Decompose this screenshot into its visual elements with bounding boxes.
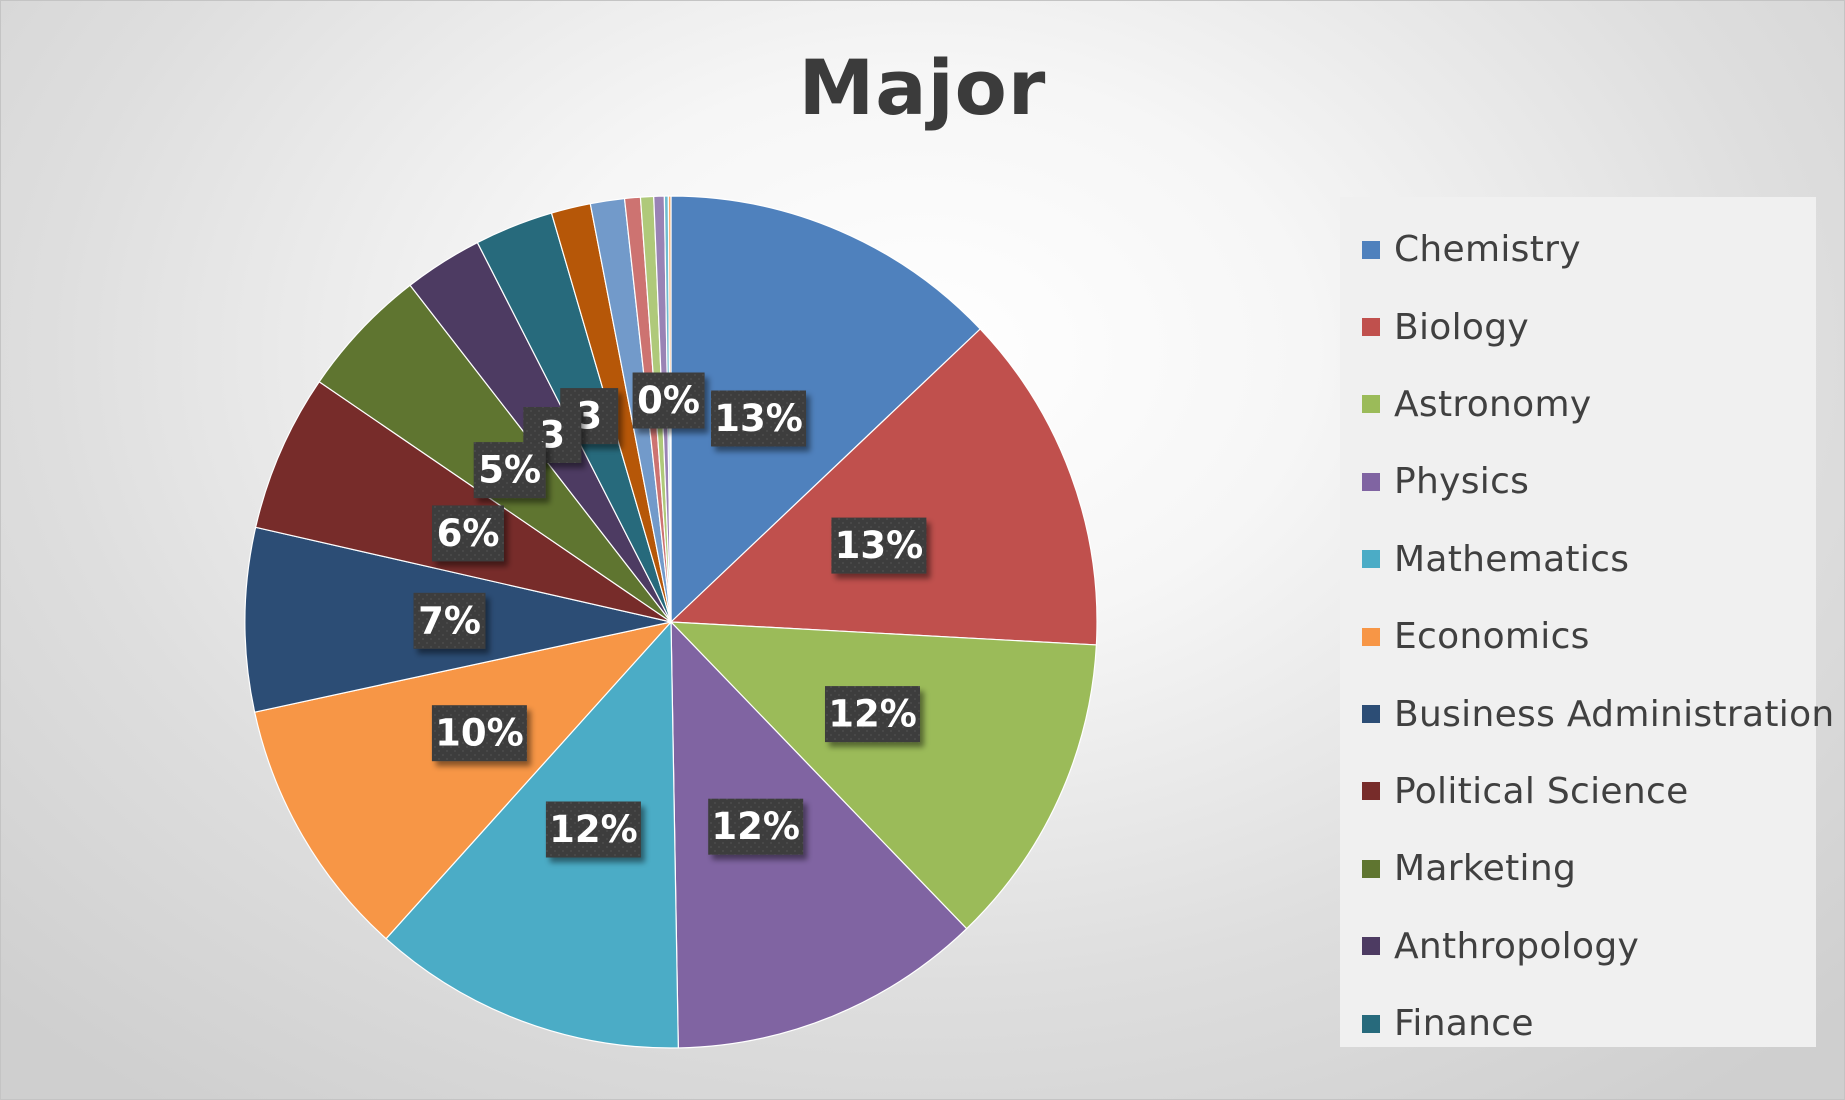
legend-item-economics: Economics [1340,598,1816,675]
data-label-astronomy: 12% [825,686,920,743]
data-label-marketing: 5% [473,442,546,499]
legend-label: Political Science [1394,770,1689,812]
legend-label: Physics [1394,461,1530,503]
legend-label: Biology [1394,306,1530,348]
legend: Chemistry Biology Astronomy Physics Mathemat… [1340,197,1834,1047]
legend-item-business-administration: Business Administration [1340,675,1834,752]
legend-label: Marketing [1394,848,1577,890]
chart-title: Major [798,43,1047,132]
legend-item-political-science: Political Science [1340,753,1816,830]
data-label-physics: 12% [708,798,804,855]
svg-text:7%: 7% [418,599,481,642]
legend-item-finance: Finance [1340,985,1816,1062]
pie-slice-chemistry [670,195,982,624]
pie-slice-physics [670,620,968,1049]
legend-item-chemistry: Chemistry [1340,211,1816,288]
legend-swatch [1362,240,1380,259]
legend-label: Finance [1394,1003,1534,1045]
pie-slice-biology [669,328,1098,646]
legend-label: Business Administration [1394,693,1835,735]
pie-slice-political-science [254,380,672,623]
data-label-mathematics: 12% [545,801,641,858]
legend-item-physics: Physics [1340,443,1816,520]
data-label-economics: 10% [431,705,527,762]
legend-swatch [1362,627,1380,646]
data-label-business-administration: 7% [413,592,486,649]
svg-text:10%: 10% [435,712,524,755]
data-label-political-science: 6% [432,505,504,562]
legend-swatch [1362,550,1380,569]
data-label-chemistry: 13% [711,390,806,447]
data-label-other-16: 0% [632,372,705,429]
legend-item-marketing: Marketing [1340,830,1816,907]
svg-text:12%: 12% [549,808,638,851]
svg-text:5%: 5% [478,449,541,492]
legend-swatch [1362,318,1380,337]
legend-swatch [1362,782,1380,801]
legend-label: Astronomy [1394,383,1592,425]
svg-text:13%: 13% [835,524,924,567]
legend-label: Economics [1394,616,1590,658]
svg-text:13%: 13% [714,397,803,440]
svg-text:6%: 6% [437,512,500,555]
data-label-biology: 13% [831,517,927,574]
pie-slice-mathematics [385,620,679,1049]
legend-swatch [1362,937,1380,956]
legend-label: Mathematics [1394,538,1630,580]
legend-label: Anthropology [1394,925,1640,967]
pie-slice-astronomy [669,621,1098,930]
legend-item-mathematics: Mathematics [1340,521,1816,598]
legend-item-anthropology: Anthropology [1340,908,1816,985]
legend-item-astronomy: Astronomy [1340,366,1816,443]
pie-slice-economics [253,621,673,940]
legend-swatch [1362,705,1380,724]
legend-swatch [1362,395,1380,414]
svg-text:12%: 12% [828,693,917,736]
legend-swatch [1362,1014,1380,1033]
legend-label: Chemistry [1394,229,1581,271]
legend-item-biology: Biology [1340,288,1816,365]
svg-text:0%: 0% [637,379,700,422]
legend-swatch [1362,472,1380,491]
svg-text:12%: 12% [711,805,800,848]
legend-swatch [1362,859,1380,878]
